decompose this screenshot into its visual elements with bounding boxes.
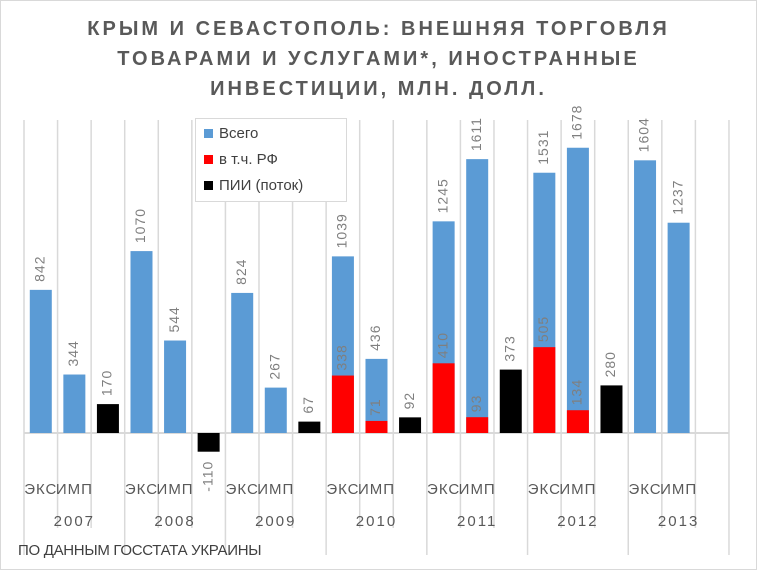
year-label: 2010	[356, 513, 397, 530]
source-note: ПО ДАННЫМ ГОССТАТА УКРАИНЫ	[18, 542, 262, 559]
year-label: 2008	[154, 513, 195, 530]
bar-fdi	[499, 369, 522, 433]
data-label-total: 267	[266, 353, 282, 379]
year-label: 2011	[457, 513, 497, 530]
bar-rf	[365, 420, 388, 433]
bar-rf	[331, 375, 354, 433]
category-label: ИМП	[257, 481, 294, 498]
bar-fdi	[96, 404, 119, 433]
bar-total	[63, 374, 86, 433]
bar-fdi	[197, 433, 220, 452]
category-label: ИМП	[559, 481, 596, 498]
bar-fdi	[600, 385, 623, 433]
category-label: ЭКС	[326, 481, 359, 498]
bar-total	[264, 387, 287, 433]
bar-total	[231, 292, 254, 433]
bar-total	[466, 159, 489, 433]
data-label-total: 544	[166, 306, 182, 332]
chart-title-line-3: ИНВЕСТИЦИИ, МЛН. ДОЛЛ.	[210, 78, 547, 100]
category-label: ЭКС	[226, 481, 259, 498]
category-label: ИМП	[157, 481, 194, 498]
data-label-total: 1245	[434, 178, 450, 213]
year-label: 2012	[557, 513, 598, 530]
category-label: ИМП	[56, 481, 93, 498]
data-label-fdi: 373	[501, 335, 517, 361]
legend-item-fdi: ПИИ (поток)	[204, 177, 303, 194]
legend-item-total: Всего	[204, 125, 258, 142]
data-label-total: 436	[367, 325, 383, 351]
data-label-total: 1604	[636, 117, 652, 152]
year-label: 2013	[658, 513, 699, 530]
data-label-total: 842	[31, 256, 47, 282]
category-label: ЭКС	[628, 481, 661, 498]
legend-label-fdi: ПИИ (поток)	[219, 177, 304, 194]
legend-swatch-rf	[204, 155, 213, 164]
data-label-fdi: 280	[602, 351, 618, 377]
bar-total	[365, 358, 388, 433]
data-label-total: 1611	[468, 117, 484, 151]
data-label-rf: 338	[334, 344, 350, 370]
bar-total	[634, 160, 657, 433]
bar-fdi	[399, 417, 422, 433]
data-label-total: 824	[233, 259, 249, 285]
data-label-total: 1237	[669, 180, 685, 215]
data-label-rf: 505	[535, 316, 551, 342]
bar-total	[164, 340, 187, 433]
legend: Всего в т.ч. РФ ПИИ (поток)	[195, 118, 347, 202]
category-label: ЭКС	[427, 481, 460, 498]
category-label: ИМП	[358, 481, 395, 498]
legend-swatch-fdi	[204, 181, 213, 190]
bar-rf	[533, 347, 556, 433]
bar-fdi	[298, 421, 321, 433]
data-label-rf: 71	[367, 398, 383, 416]
category-label: ЭКС	[528, 481, 561, 498]
data-label-total: 1678	[569, 105, 585, 140]
bar-total	[667, 222, 690, 433]
chart-title-line-1: КРЫМ И СЕВАСТОПОЛЬ: ВНЕШНЯЯ ТОРГОВЛЯ	[87, 18, 670, 40]
data-label-total: 1039	[334, 213, 350, 248]
data-label-total: 344	[65, 340, 81, 366]
bar-total	[130, 251, 153, 433]
bar-rf	[466, 417, 489, 433]
bar-total	[29, 289, 52, 433]
bar-rf	[432, 363, 455, 433]
year-label: 2009	[255, 513, 296, 530]
legend-item-rf: в т.ч. РФ	[204, 151, 278, 168]
category-label: ИМП	[459, 481, 496, 498]
legend-label-total: Всего	[219, 125, 259, 142]
data-label-fdi: -110	[199, 461, 215, 492]
legend-label-rf: в т.ч. РФ	[219, 151, 278, 168]
data-label-rf: 134	[569, 379, 585, 405]
category-label: ЭКС	[125, 481, 158, 498]
data-label-fdi: 67	[300, 396, 316, 414]
data-label-rf: 93	[468, 395, 484, 413]
bar-rf	[566, 410, 589, 433]
bar-total	[566, 147, 589, 434]
data-label-rf: 410	[434, 332, 450, 358]
data-label-fdi: 170	[99, 370, 115, 396]
data-label-fdi: 92	[401, 392, 417, 410]
year-label: 2007	[54, 513, 95, 530]
chart-title-line-2: ТОВАРАМИ И УСЛУГАМИ*, ИНОСТРАННЫЕ	[117, 48, 640, 70]
data-label-total: 1531	[535, 130, 551, 165]
legend-swatch-total	[204, 129, 213, 138]
data-label-total: 1070	[132, 208, 148, 243]
category-label: ИМП	[660, 481, 697, 498]
category-label: ЭКС	[24, 481, 57, 498]
